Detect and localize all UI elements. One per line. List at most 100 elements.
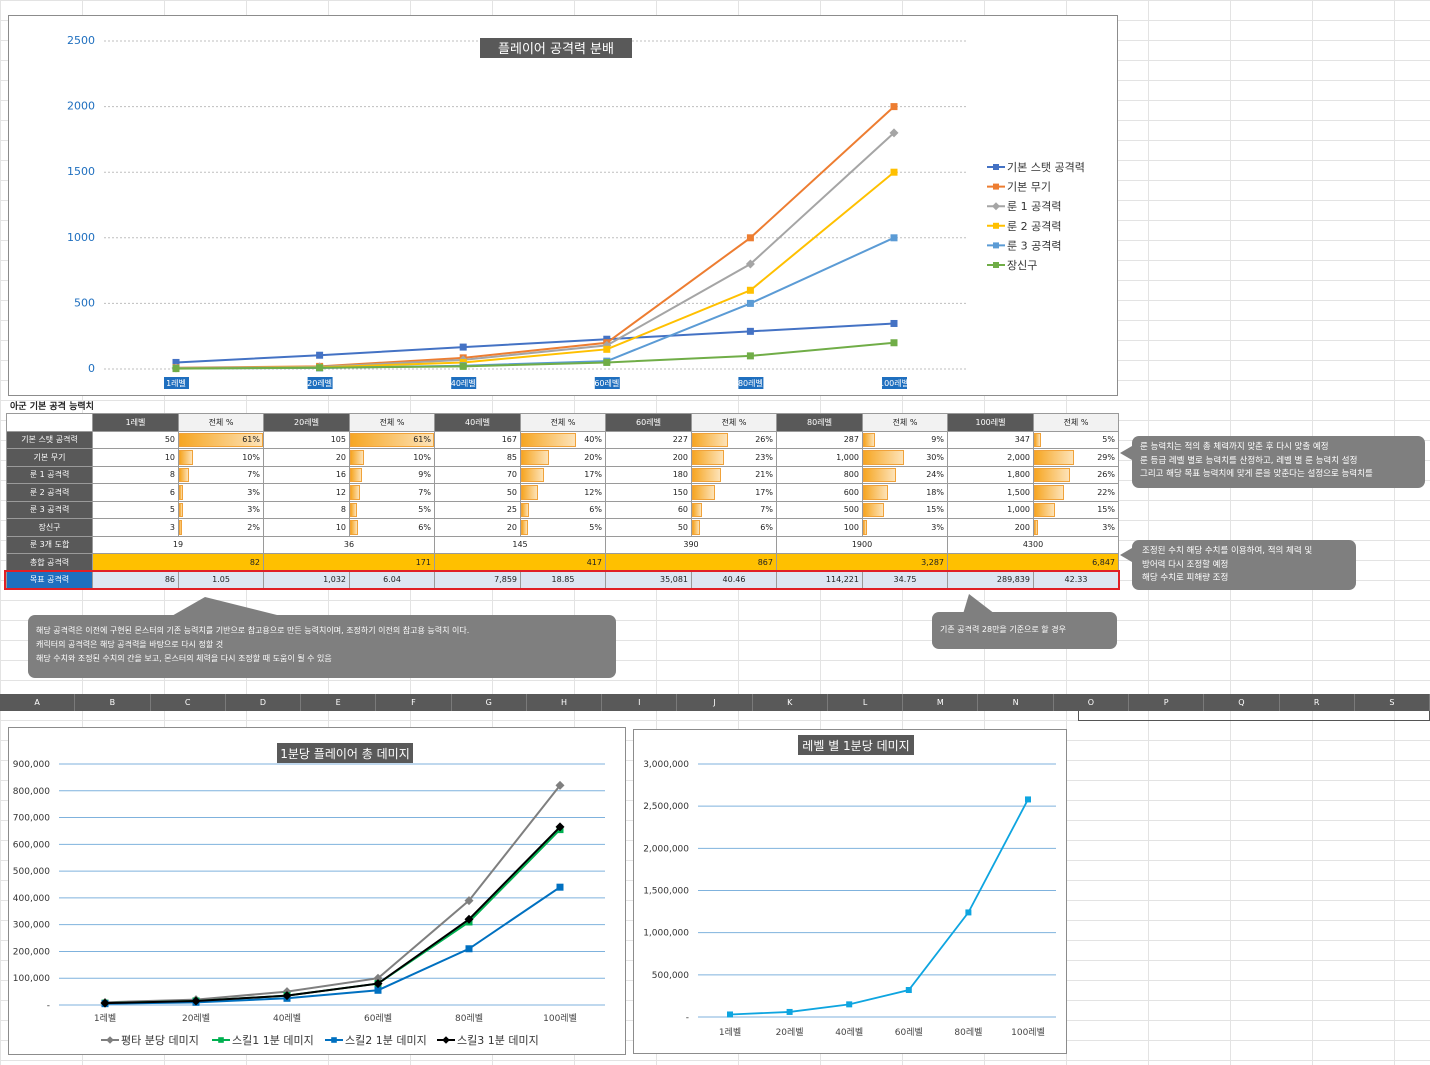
target-attack-ratio: 42.33 bbox=[1033, 570, 1119, 589]
stat-value: 8 bbox=[92, 465, 179, 484]
series-line bbox=[175, 322, 895, 364]
stat-percent: 5% bbox=[1102, 435, 1115, 445]
column-header[interactable]: C bbox=[151, 694, 226, 711]
percent-data-bar bbox=[692, 502, 702, 517]
percent-data-bar bbox=[1034, 485, 1065, 500]
percent-data-bar bbox=[179, 432, 263, 447]
stat-value: 1,800 bbox=[947, 465, 1034, 484]
y-tick-label: 2,000,000 bbox=[643, 844, 689, 854]
x-tick-label: 1레벨 bbox=[94, 1013, 116, 1024]
data-point bbox=[172, 365, 180, 373]
x-tick-label-bg bbox=[738, 377, 764, 389]
legend-label: 스킬2 1분 데미지 bbox=[345, 1034, 427, 1047]
callout-rune-line: 그리고 해당 목표 능력치에 맞게 룬을 맞춘다는 설정으로 능력치를 bbox=[1140, 469, 1373, 479]
column-header[interactable]: K bbox=[753, 694, 828, 711]
stat-percent: 5% bbox=[418, 505, 431, 515]
stat-percent-cell: 61% bbox=[349, 430, 435, 449]
column-header[interactable]: O bbox=[1054, 694, 1129, 711]
column-header[interactable]: M bbox=[903, 694, 979, 711]
y-tick-label: 500 bbox=[74, 296, 95, 309]
attack-distribution-chart[interactable]: 2500 2000 1500 1000 500 0 1레벨 20레벨 40레벨 60레벨 80레벨 1… bbox=[8, 15, 1118, 396]
y-tick-label: 2,500,000 bbox=[643, 802, 689, 812]
level-damage-svg: 3,000,000 2,500,000 2,000,000 1,500,000 1,00… bbox=[643, 735, 1056, 1038]
target-attack-value: 35,081 bbox=[605, 570, 692, 589]
total-attack-value: 417 bbox=[434, 553, 606, 572]
percent-data-bar bbox=[1034, 432, 1041, 447]
table-corner bbox=[6, 413, 93, 432]
total-damage-chart[interactable]: 900,000 800,000 700,000 600,000 500,000 400,0… bbox=[8, 727, 626, 1055]
percent-data-bar bbox=[692, 467, 721, 482]
percent-data-bar bbox=[863, 485, 888, 500]
percent-data-bar bbox=[521, 485, 538, 500]
level-header: 100레벨 bbox=[947, 413, 1034, 432]
chart-title-bg bbox=[798, 735, 914, 755]
stat-percent: 22% bbox=[1097, 487, 1115, 497]
level-header: 60레벨 bbox=[605, 413, 692, 432]
callout-reference-line: 해당 공격력은 이전에 구현된 몬스터의 기존 능력치를 기반으로 참고용으로 … bbox=[36, 626, 470, 635]
percent-data-bar bbox=[350, 450, 364, 465]
column-header[interactable]: B bbox=[75, 694, 151, 711]
column-header[interactable]: S bbox=[1355, 694, 1430, 711]
column-header[interactable]: R bbox=[1280, 694, 1355, 711]
stat-percent: 61% bbox=[413, 435, 431, 445]
stat-value: 50 bbox=[605, 518, 692, 537]
stat-percent: 2% bbox=[247, 522, 260, 532]
stat-percent-cell: 61% bbox=[178, 430, 264, 449]
callout-base-note: 기존 공격력 28만을 기준으로 할 경우 bbox=[932, 612, 1117, 649]
stat-percent: 7% bbox=[760, 505, 773, 515]
y-tick-label: 1,000,000 bbox=[643, 929, 689, 939]
stat-value: 25 bbox=[434, 500, 521, 519]
stat-value: 1,000 bbox=[776, 448, 863, 467]
row-label: 총합 공격력 bbox=[6, 553, 93, 572]
column-header[interactable]: A bbox=[0, 694, 76, 711]
y-tick-label: - bbox=[47, 1001, 50, 1011]
data-point bbox=[100, 998, 110, 1008]
column-header[interactable]: J bbox=[677, 694, 753, 711]
y-tick-label: 200,000 bbox=[13, 947, 50, 957]
data-point bbox=[746, 286, 754, 294]
callout-rune-line: 룬 등급 레벨 별로 능력치를 산정하고, 레벨 별 룬 능력치 설정 bbox=[1140, 455, 1358, 466]
column-header[interactable]: N bbox=[978, 694, 1054, 711]
x-tick-label: 40레벨 bbox=[451, 378, 476, 388]
stat-percent: 26% bbox=[755, 435, 773, 445]
series-line bbox=[104, 784, 561, 1004]
data-point bbox=[556, 883, 564, 891]
stat-percent-cell: 15% bbox=[1033, 500, 1119, 519]
percent-data-bar bbox=[350, 520, 359, 535]
column-header[interactable]: P bbox=[1129, 694, 1205, 711]
column-header[interactable]: I bbox=[602, 694, 678, 711]
data-point bbox=[746, 299, 754, 307]
stat-percent: 61% bbox=[242, 435, 260, 445]
total-attack-row: 총합 공격력 82 171 417 867 3,287 6,847 bbox=[6, 553, 1119, 572]
column-header[interactable]: Q bbox=[1204, 694, 1280, 711]
data-point bbox=[331, 1037, 337, 1043]
data-point bbox=[465, 945, 473, 953]
percent-data-bar bbox=[350, 502, 357, 517]
x-tick-label-bg bbox=[594, 377, 620, 389]
column-header[interactable]: L bbox=[828, 694, 904, 711]
data-point bbox=[889, 128, 899, 138]
column-header[interactable]: H bbox=[527, 694, 603, 711]
callout-adjust-line: 해당 수치로 피해량 조정 bbox=[1142, 573, 1229, 583]
stat-percent-cell: 5% bbox=[1033, 430, 1119, 449]
data-point bbox=[191, 996, 201, 1006]
percent-data-bar bbox=[692, 432, 728, 447]
stat-percent: 10% bbox=[242, 452, 260, 462]
callout-rune-line: 룬 능력치는 적의 총 체력까지 맞춘 후 다시 맞출 예정 bbox=[1140, 442, 1329, 452]
stat-percent: 3% bbox=[247, 487, 260, 497]
callout-base-tail bbox=[963, 594, 995, 614]
callout-reference-note: 해당 공격력은 이전에 구현된 몬스터의 기존 능력치를 기반으로 참고용으로 … bbox=[28, 615, 616, 678]
column-header[interactable]: F bbox=[376, 694, 452, 711]
level-damage-chart[interactable]: 3,000,000 2,500,000 2,000,000 1,500,000 1,00… bbox=[633, 729, 1067, 1054]
data-point bbox=[459, 362, 467, 370]
percent-data-bar bbox=[1034, 520, 1039, 535]
stat-percent-cell: 7% bbox=[349, 483, 435, 502]
column-header[interactable]: D bbox=[226, 694, 302, 711]
column-header[interactable]: G bbox=[452, 694, 527, 711]
stat-percent: 20% bbox=[584, 452, 602, 462]
total-attack-value: 3,287 bbox=[776, 553, 948, 572]
x-tick-label-bg bbox=[164, 377, 189, 389]
column-header[interactable]: E bbox=[301, 694, 377, 711]
stat-percent: 9% bbox=[418, 470, 431, 480]
y-tick-label: 2500 bbox=[67, 34, 95, 47]
